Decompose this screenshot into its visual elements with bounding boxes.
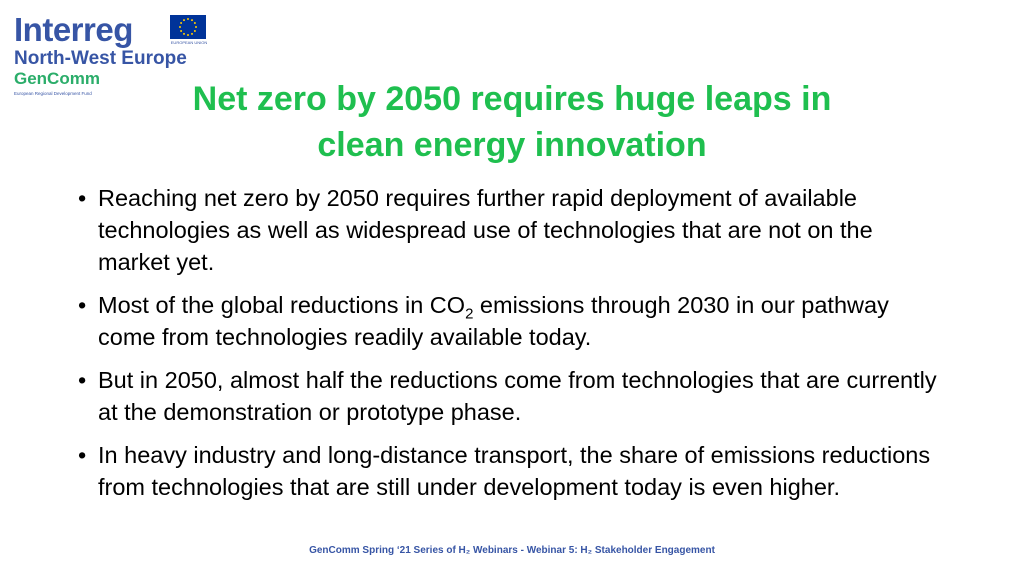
interreg-logo: Interreg EUROPEAN UNION North-West Europ… (14, 12, 214, 102)
logo-program-text: Interreg (14, 11, 133, 48)
bullet-text: Reaching net zero by 2050 requires furth… (98, 185, 873, 275)
bullet-dot-icon: • (78, 367, 87, 393)
logo-region-text: North-West Europe (14, 48, 187, 69)
eu-flag-icon (170, 15, 206, 39)
bullet-text-part: Most of the global reductions in CO (98, 292, 466, 318)
bullet-item: • But in 2050, almost half the reduction… (78, 364, 948, 428)
eu-caption: EUROPEAN UNION (170, 40, 208, 45)
title-line-1: Net zero by 2050 requires huge leaps in (192, 80, 832, 118)
title-line-2: clean energy innovation (317, 126, 707, 164)
bullet-item: • Most of the global reductions in CO2 e… (78, 289, 948, 353)
bullet-text: But in 2050, almost half the reductions … (98, 367, 937, 425)
bullet-dot-icon: • (78, 442, 87, 468)
bullet-dot-icon: • (78, 292, 87, 318)
slide-title: Net zero by 2050 requires huge leaps in … (0, 76, 1024, 168)
bullet-text: Most of the global reductions in CO2 emi… (98, 292, 889, 350)
co2-subscript: 2 (465, 305, 474, 323)
bullet-list: • Reaching net zero by 2050 requires fur… (78, 182, 948, 514)
logo-fund-text: European Regional Development Fund (14, 91, 92, 96)
bullet-text-part: emissions through 2030 in our pathway co… (98, 292, 889, 350)
bullet-item: • In heavy industry and long-distance tr… (78, 439, 948, 503)
bullet-text: In heavy industry and long-distance tran… (98, 442, 931, 500)
slide-footer: GenComm Spring ‘21 Series of H₂ Webinars… (309, 545, 715, 556)
bullet-dot-icon: • (78, 185, 87, 211)
bullet-item: • Reaching net zero by 2050 requires fur… (78, 182, 948, 278)
logo-project-text: GenComm (14, 69, 100, 88)
